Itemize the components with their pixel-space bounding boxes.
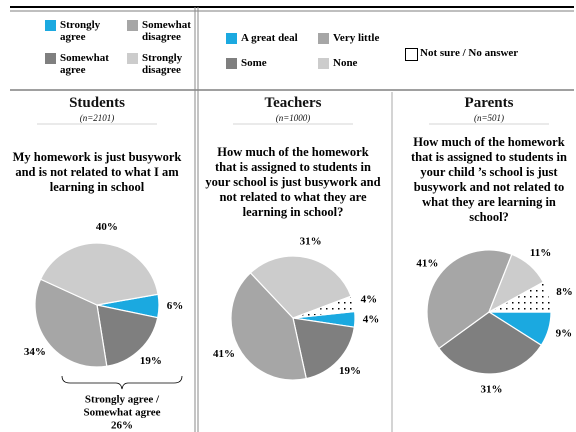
legend-label: Strongly disagree bbox=[142, 52, 183, 76]
question: My homework is just busywork and is not … bbox=[12, 150, 182, 194]
pie-slice: Some bbox=[292, 317, 355, 380]
question: How much of the homework that is assigne… bbox=[411, 135, 567, 224]
legend-label: Some bbox=[241, 57, 267, 69]
legend-label: Strongly agree bbox=[60, 19, 101, 43]
legend-label: Somewhat disagree bbox=[142, 19, 191, 43]
column-title: Students bbox=[69, 95, 125, 111]
column-subtitle: (n=1000) bbox=[275, 113, 311, 123]
column-title: Parents bbox=[464, 95, 514, 111]
data-label: 19% bbox=[339, 365, 361, 377]
data-label: 4% bbox=[363, 313, 380, 325]
data-label: 41% bbox=[416, 258, 438, 270]
data-label: 40% bbox=[96, 221, 118, 233]
legend-swatch bbox=[45, 53, 56, 64]
column-subtitle: (n=2101) bbox=[79, 113, 115, 123]
data-label: 6% bbox=[167, 300, 184, 312]
data-label: 9% bbox=[556, 327, 573, 339]
data-label: 31% bbox=[300, 236, 322, 248]
column-title: Teachers bbox=[264, 95, 322, 111]
data-label: 31% bbox=[480, 383, 502, 395]
pie-slice: Strongly disagree bbox=[39, 242, 159, 306]
data-label: 19% bbox=[140, 355, 162, 367]
legend-swatch bbox=[318, 33, 329, 44]
annotation: Somewhat agree bbox=[83, 407, 160, 419]
data-label: 4% bbox=[361, 294, 378, 306]
data-label: 8% bbox=[556, 286, 573, 298]
legend-swatch bbox=[318, 58, 329, 69]
data-label: 41% bbox=[213, 348, 235, 360]
legend-swatch bbox=[226, 58, 237, 69]
legend-swatch bbox=[127, 53, 138, 64]
legend-label: A great deal bbox=[241, 32, 298, 44]
pie-slice: Very little bbox=[230, 272, 307, 381]
pie-slice: Some bbox=[438, 311, 543, 375]
pie-slice: Very little bbox=[426, 249, 513, 350]
data-label: 34% bbox=[24, 346, 46, 358]
legend-label: None bbox=[333, 57, 358, 69]
pie-slice: Not sure / No answer bbox=[488, 281, 552, 313]
legend-label: Very little bbox=[333, 32, 380, 44]
legend-swatch bbox=[127, 20, 138, 31]
pie-slice: None bbox=[249, 255, 352, 319]
column-subtitle: (n=501) bbox=[473, 113, 505, 123]
pie-slice: Somewhat disagree bbox=[34, 278, 108, 368]
annotation: Strongly agree / bbox=[85, 394, 160, 406]
pie-slice: Not sure / No answer bbox=[292, 295, 356, 319]
question: How much of the homework that is assigne… bbox=[205, 145, 381, 219]
data-label: 11% bbox=[530, 247, 551, 259]
legend-swatch bbox=[45, 20, 56, 31]
brace bbox=[61, 375, 183, 390]
legend-label: Somewhat agree bbox=[60, 52, 109, 76]
pie-slice: Somewhat agree bbox=[96, 304, 159, 367]
legend-label: Not sure / No answer bbox=[420, 47, 519, 59]
annotation: 26% bbox=[111, 420, 133, 432]
legend-swatch bbox=[226, 33, 237, 44]
legend-swatch bbox=[405, 48, 418, 61]
